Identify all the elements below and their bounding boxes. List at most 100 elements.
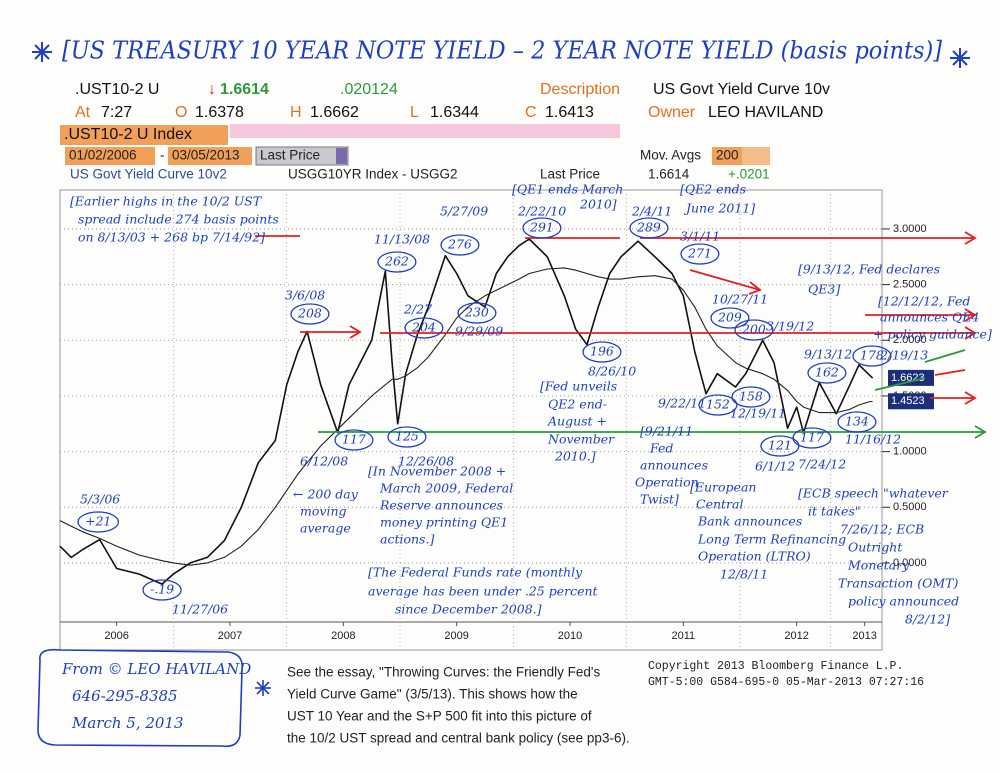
circle bbox=[731, 386, 771, 408]
annotation: 5/3/06 bbox=[80, 492, 120, 507]
annotation: [Earlier highs in the 10/2 UST bbox=[70, 194, 263, 209]
low: 1.6344 bbox=[430, 104, 479, 121]
mov-avgs: 200 bbox=[716, 148, 739, 163]
annotation: [In November 2008 + bbox=[368, 464, 506, 479]
circled-label: 200 bbox=[741, 322, 766, 337]
essay: See the essay, "Throwing Curves: the Fri… bbox=[287, 665, 601, 680]
circled-label: 289 bbox=[636, 220, 661, 235]
label: O bbox=[175, 104, 187, 121]
circled-label: 262 bbox=[384, 254, 409, 269]
value-tag: 1.4523 bbox=[891, 395, 925, 407]
annotation: 11/16/12 bbox=[845, 432, 901, 447]
y-tick-label: 0.5000 bbox=[893, 501, 927, 513]
annotation: 11/13/08 bbox=[374, 232, 430, 247]
circle bbox=[457, 302, 497, 324]
annotation: [9/13/12, Fed declares bbox=[798, 262, 940, 277]
circle bbox=[142, 579, 182, 601]
dropdown[interactable] bbox=[336, 148, 347, 164]
annotation: 9/13/12 bbox=[804, 347, 852, 362]
arrow bbox=[689, 269, 977, 322]
arrow bbox=[874, 349, 966, 391]
highlight bbox=[230, 124, 620, 138]
label: Description bbox=[540, 81, 620, 98]
annotation: moving bbox=[300, 504, 347, 519]
label: H bbox=[290, 104, 302, 121]
annotation: Operation bbox=[635, 475, 699, 490]
x-tick-label: 2010 bbox=[558, 630, 582, 642]
essay: the 10/2 UST spread and central bank pol… bbox=[287, 731, 630, 746]
circle bbox=[698, 394, 738, 416]
circle bbox=[792, 427, 832, 449]
y-tick-label: 2.0000 bbox=[893, 334, 927, 346]
annotation: QE2 end- bbox=[548, 397, 607, 412]
y-tick-label: 3.0000 bbox=[893, 223, 927, 235]
annotation: [Fed unveils bbox=[540, 379, 617, 394]
chart-name: US Govt Yield Curve 10v2 bbox=[70, 167, 227, 182]
annotation: 12/26/08 bbox=[398, 454, 454, 469]
change: .020124 bbox=[340, 81, 398, 98]
annotation: Reserve announces bbox=[379, 498, 503, 513]
annotation: [The Federal Funds rate (monthly bbox=[368, 565, 583, 580]
annotation: 3/19/12 bbox=[766, 319, 814, 334]
ticker: .UST10-2 U bbox=[75, 81, 159, 98]
annotation: March 2009, Federal bbox=[379, 481, 513, 496]
description: US Govt Yield Curve 10v bbox=[653, 81, 830, 98]
annotation: + policy guidance] bbox=[873, 327, 992, 342]
field-box[interactable] bbox=[255, 146, 349, 166]
arrow bbox=[930, 369, 977, 405]
circle bbox=[404, 317, 444, 339]
close: 1.6413 bbox=[545, 104, 594, 121]
label: L bbox=[410, 104, 419, 121]
annotation: 2/4/11 bbox=[631, 204, 672, 219]
annotation: spread include 274 basis points bbox=[78, 212, 279, 227]
annotation: Operation (LTRO) bbox=[698, 549, 811, 564]
circle bbox=[734, 319, 774, 341]
annotation: 2/27 bbox=[403, 302, 432, 317]
start-date: 01/02/2006 bbox=[69, 148, 137, 163]
circle bbox=[680, 243, 720, 265]
circled-label: -.19 bbox=[150, 582, 174, 597]
annotation: QE3] bbox=[808, 282, 840, 297]
annotation: 2/19/13 bbox=[879, 348, 928, 363]
annotation: average bbox=[300, 521, 351, 536]
circle bbox=[807, 362, 847, 384]
circle bbox=[522, 217, 562, 239]
last: 1.6614 bbox=[220, 81, 269, 98]
formula: USGG10YR Index - USGG2 bbox=[288, 167, 458, 182]
circled-label: 158 bbox=[739, 389, 763, 404]
circle bbox=[837, 411, 877, 433]
annotation: money printing QE1 bbox=[380, 515, 508, 530]
circled-label: 178 bbox=[860, 348, 884, 363]
last: 1.6614 bbox=[648, 167, 690, 182]
annotation: 9/22/11 bbox=[658, 396, 706, 411]
circled-label: 291 bbox=[529, 220, 554, 235]
copyright: GMT-5:00 G584-695-0 05-Mar-2013 07:27:16 bbox=[648, 676, 924, 689]
change: +.0201 bbox=[728, 167, 770, 182]
annotation: 6/12/08 bbox=[300, 454, 348, 469]
x-tick-label: 2009 bbox=[444, 630, 468, 642]
arrow bbox=[300, 325, 977, 340]
date-box bbox=[168, 147, 252, 165]
annotation: ← 200 day bbox=[293, 487, 359, 502]
moving-average-line bbox=[59, 267, 873, 566]
label: Owner bbox=[648, 104, 696, 121]
circled-label: 276 bbox=[447, 237, 472, 252]
annotation: [9/21/11 bbox=[640, 424, 693, 439]
circled-label: 134 bbox=[845, 414, 869, 429]
y-tick-label: 2.5000 bbox=[893, 279, 927, 291]
circle bbox=[710, 307, 750, 329]
annotation: [ECB speech "whatever bbox=[798, 486, 949, 501]
annotation: 2010] bbox=[579, 197, 617, 212]
circle bbox=[387, 426, 427, 448]
circle bbox=[760, 435, 800, 457]
annotations: [Earlier highs in the 10/2 UST spread inc… bbox=[70, 182, 992, 627]
label: C bbox=[525, 104, 537, 121]
circled-label: 125 bbox=[395, 429, 419, 444]
avg-box bbox=[742, 147, 770, 165]
high: 1.6662 bbox=[310, 104, 359, 121]
circled-label: 204 bbox=[411, 320, 436, 335]
